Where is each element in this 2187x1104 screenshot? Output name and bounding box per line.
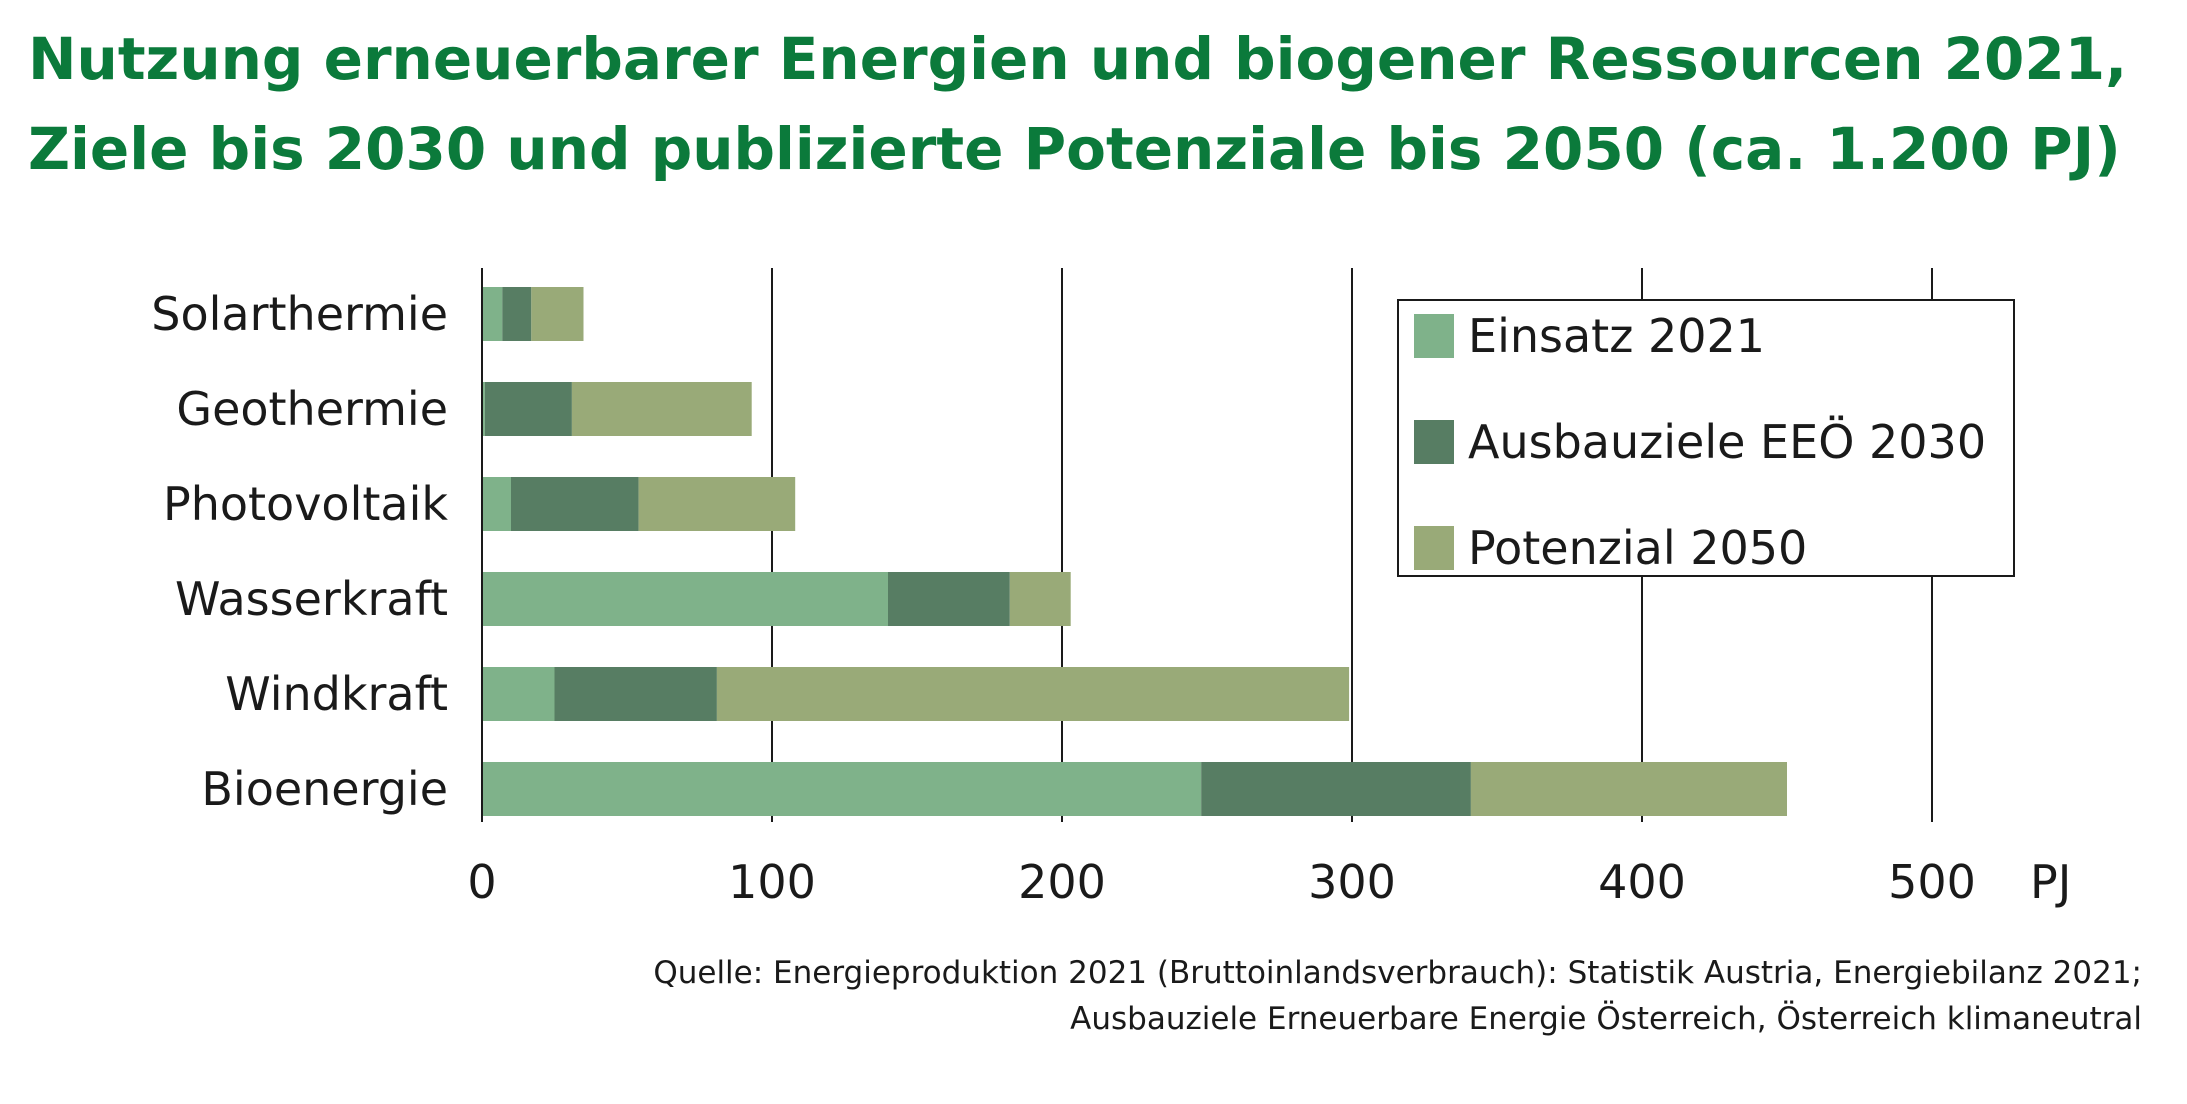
chart-title-line-1: Nutzung erneuerbarer Energien und biogen… <box>28 25 2128 93</box>
bar-solarthermie-series-1 <box>482 287 503 341</box>
category-label-photovoltaik: Photovoltaik <box>163 477 448 531</box>
category-label-solarthermie: Solarthermie <box>151 287 448 341</box>
bar-windkraft-series-2 <box>554 667 717 721</box>
source-line-2: Ausbauziele Erneuerbare Energie Österrei… <box>1070 1001 2142 1037</box>
tick-label-500: 500 <box>1888 855 1976 909</box>
bar-windkraft-series-3 <box>716 667 1350 721</box>
bar-geothermie-series-1 <box>482 382 485 436</box>
bar-windkraft-series-1 <box>482 667 555 721</box>
bars <box>482 287 1787 816</box>
bar-photovoltaik-series-1 <box>482 477 511 531</box>
legend-swatch-1 <box>1414 314 1454 358</box>
bar-bioenergie-series-2 <box>1201 762 1471 816</box>
bar-photovoltaik-series-3 <box>638 477 796 531</box>
category-label-wasserkraft: Wasserkraft <box>175 572 448 626</box>
category-label-bioenergie: Bioenergie <box>201 762 448 816</box>
bar-bioenergie-series-1 <box>482 762 1202 816</box>
tick-label-200: 200 <box>1018 855 1106 909</box>
bar-solarthermie-series-3 <box>531 287 584 341</box>
legend-swatch-2 <box>1414 420 1454 464</box>
legend-label-2: Ausbauziele EEÖ 2030 <box>1468 415 1986 469</box>
bar-wasserkraft-series-2 <box>888 572 1010 626</box>
legend-label-1: Einsatz 2021 <box>1468 309 1765 363</box>
source-note: Quelle: Energieproduktion 2021 (Bruttoin… <box>653 950 2142 1042</box>
tick-label-100: 100 <box>728 855 816 909</box>
source-line-1: Quelle: Energieproduktion 2021 (Bruttoin… <box>653 955 2142 991</box>
chart-title: Nutzung erneuerbarer Energien und biogen… <box>28 14 2178 194</box>
tick-label-400: 400 <box>1598 855 1686 909</box>
bar-wasserkraft-series-3 <box>1009 572 1071 626</box>
bar-geothermie-series-2 <box>484 382 572 436</box>
axis: Solarthermie Geothermie Photovoltaik Wasser… <box>151 268 2071 909</box>
bar-photovoltaik-series-2 <box>511 477 639 531</box>
bar-solarthermie-series-2 <box>502 287 532 341</box>
tick-label-300: 300 <box>1308 855 1396 909</box>
tick-label-0: 0 <box>467 855 496 909</box>
bar-geothermie-series-3 <box>571 382 752 436</box>
chart-subtitle: Ziele bis 2030 und publizierte Potenzial… <box>28 115 2121 183</box>
bar-wasserkraft-series-1 <box>482 572 888 626</box>
legend-box <box>1397 299 2015 577</box>
bar-bioenergie-series-3 <box>1470 762 1787 816</box>
x-axis-unit-label: PJ <box>2030 855 2071 909</box>
legend: Einsatz 2021 Ausbauziele EEÖ 2030 Potenzia… <box>1397 299 2015 577</box>
category-label-windkraft: Windkraft <box>225 667 448 721</box>
legend-label-3: Potenzial 2050 <box>1468 521 1807 575</box>
legend-swatch-3 <box>1414 526 1454 570</box>
category-label-geothermie: Geothermie <box>176 382 448 436</box>
